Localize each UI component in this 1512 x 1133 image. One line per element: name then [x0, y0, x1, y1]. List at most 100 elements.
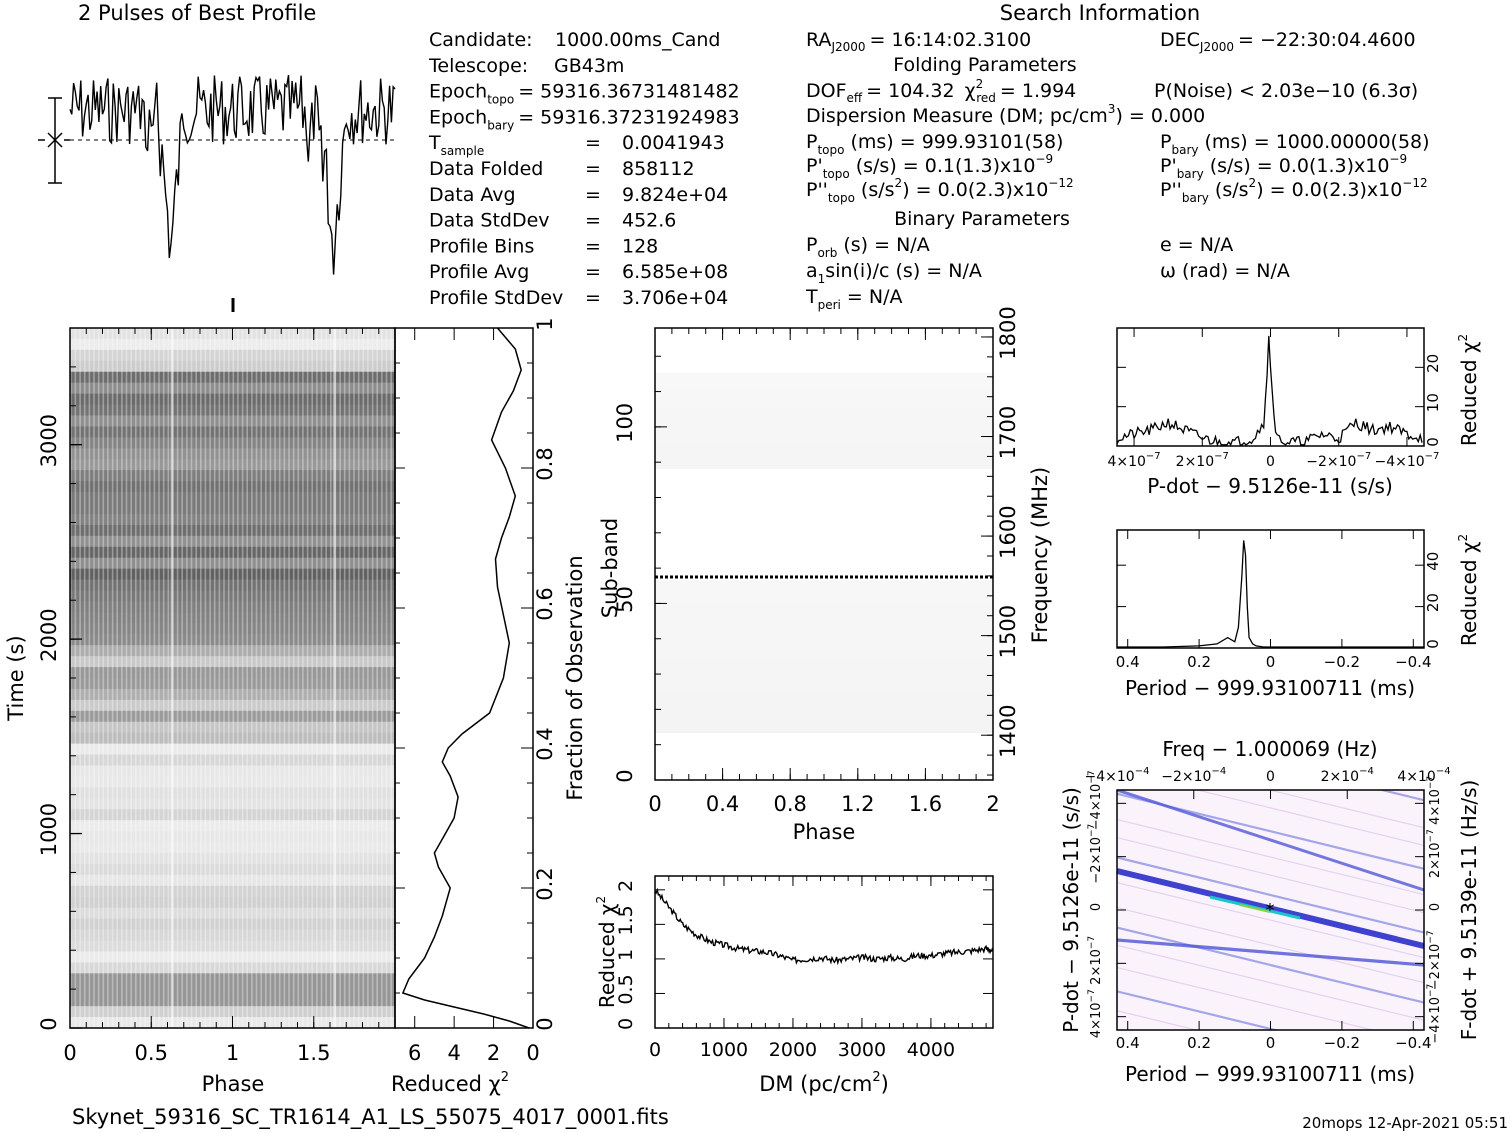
- pp-top-tick-label: 0: [1266, 769, 1275, 785]
- info-row: Data StdDev = 452.6: [429, 210, 676, 232]
- phase-stripe: [367, 328, 369, 1028]
- dm-tick-label: 1000: [700, 1039, 748, 1061]
- profile-line: [69, 74, 396, 275]
- period-pdot-plane: * 0.4 0.2 0 −0.2 −0.4 −4×10−4 −2×10−4 0 2×10−4 4×…: [1059, 737, 1481, 1086]
- time-phase-row: [70, 546, 395, 559]
- phase-tick-label: 0: [63, 1041, 76, 1065]
- pp-top-tick-label: 4×10−4: [1397, 766, 1450, 785]
- time-phase-row: [70, 896, 395, 909]
- footer-timestamp: 20mops 12-Apr-2021 05:51: [1302, 1114, 1508, 1132]
- svg-text:Porb(s) = N/A: Porb (s) = N/A: [806, 234, 930, 260]
- phase-stripe: [260, 328, 262, 1028]
- phase-stripe: [200, 328, 202, 1028]
- pp-band: [1117, 856, 1424, 934]
- phase-stripe: [255, 328, 258, 1028]
- dmchi-tick-label: 0.5: [615, 974, 637, 1004]
- phase2-tick-label: 1.6: [909, 792, 942, 816]
- time-phase-row: [70, 787, 395, 799]
- pp-band: [1117, 882, 1424, 959]
- pdot-tick-label: 4×10−7: [1107, 451, 1160, 470]
- dm-chi-ylabel: Reduced χ2: [594, 896, 619, 1008]
- pdot-tick-label: 0: [1266, 454, 1275, 470]
- pp-pdot-axis-label: P-dot − 9.5126e-11 (s/s): [1059, 787, 1083, 1033]
- time-phase-row: [70, 765, 395, 778]
- phase-stripe: [292, 328, 295, 1028]
- freq-tick-label: 1600: [996, 505, 1020, 558]
- redchi-time-line: [401, 327, 530, 1029]
- time-phase-row: [70, 448, 395, 460]
- time-phase-row: [70, 656, 395, 668]
- time-phase-row: [70, 524, 395, 537]
- subband-axis-label: Sub-band: [598, 518, 622, 618]
- info-row: Data Avg = 9.824e+04: [429, 184, 728, 206]
- svg-text:Folding Parameters: Folding Parameters: [893, 54, 1076, 76]
- time-phase-row: [70, 382, 395, 395]
- time-phase-row: [70, 415, 395, 428]
- time-phase-row: [70, 984, 395, 996]
- subband-tick-label: 100: [613, 403, 637, 443]
- time-phase-row: [70, 426, 395, 438]
- pdot-chi-ylabel: Reduced χ2: [1456, 334, 1481, 446]
- phase-stripe: [176, 328, 179, 1028]
- period-tick-label: 0: [1266, 653, 1276, 671]
- phase-stripe: [251, 328, 253, 1028]
- pdotchi-tick-label: 20: [1424, 354, 1442, 373]
- time-phase-row: [70, 612, 395, 624]
- svg-text:P(Noise) < 2.03e−10 (6.3σ): P(Noise) < 2.03e−10 (6.3σ): [1154, 80, 1418, 102]
- svg-text:Dispersion Measure (DM; pc/cm3: Dispersion Measure (DM; pc/cm3) = 0.000: [806, 102, 1205, 127]
- phase-stripe: [93, 328, 95, 1028]
- time-phase-row: [70, 667, 395, 679]
- pp-right-tick-label: 0: [1428, 903, 1443, 911]
- time-phase-row: [70, 492, 395, 504]
- phase-stripe: [107, 328, 109, 1028]
- pp-bottom-tick-label: −0.4: [1395, 1034, 1431, 1052]
- time-tick-label: 1000: [37, 803, 61, 856]
- phase-stripe: [385, 328, 388, 1028]
- pp-left-tick-label: 2×10−7: [1087, 936, 1104, 985]
- svg-text:Ptopo(ms) = 999.93101(58): Ptopo (ms) = 999.93101(58): [806, 131, 1063, 157]
- dm-tick-label: 2000: [769, 1039, 817, 1061]
- freq-tick-label: 1700: [996, 406, 1020, 459]
- phase-stripe: [311, 328, 313, 1028]
- pdot-chi-plot: 4×10−7 2×10−7 0 −2×10−7 −4×10−7 0 10 20 P-dot −…: [1107, 327, 1481, 498]
- subband-phase-plot: 0 50 100 1400 1500 1600 1700 1800 0 0.4 0.8 1.2 1.6 2…: [598, 306, 1052, 844]
- time-phase-row: [70, 513, 395, 526]
- time-phase-row: [70, 470, 395, 482]
- phase2-axis-label: Phase: [793, 820, 856, 844]
- time-phase-row: [70, 874, 395, 887]
- svg-text:P'bary(s/s) = 0.0(1.3)x10−9: P'bary (s/s) = 0.0(1.3)x10−9: [1160, 152, 1407, 181]
- time-phase-row: [70, 940, 395, 953]
- pp-band: [1117, 966, 1376, 1030]
- profile-errorbar: [38, 97, 70, 184]
- phase-stripe: [232, 328, 235, 1028]
- search-title: Search Information: [1000, 1, 1200, 25]
- phase-stripe: [97, 328, 100, 1028]
- time-phase-row: [70, 371, 395, 384]
- fraction-tick-label: 0.4: [533, 727, 557, 760]
- time-phase-row: [70, 557, 395, 570]
- phase-stripe: [265, 328, 267, 1028]
- dmchi-tick-label: 0: [615, 1018, 637, 1030]
- phase-axis-label: Phase: [202, 1072, 265, 1096]
- phase-stripe: [283, 328, 286, 1028]
- phase-stripe: [274, 328, 276, 1028]
- pp-fdot-axis-label: F-dot + 9.5139e-11 (Hz/s): [1457, 780, 1481, 1041]
- svg-text:Tperi= N/A: Tperi = N/A: [805, 286, 902, 312]
- info-row: Data Folded = 858112: [429, 158, 695, 180]
- phase-stripe: [186, 328, 188, 1028]
- phase-stripe: [316, 328, 318, 1028]
- time-phase-row: [70, 962, 395, 974]
- pp-left-tick-label: 4×10−7: [1087, 989, 1104, 1038]
- redchi-axis-label: Reduced χ2: [391, 1070, 509, 1096]
- info-row: Epochbary = 59316.37231924983: [429, 106, 740, 132]
- pp-top-tick-label: −2×10−4: [1161, 766, 1226, 785]
- periodchi-tick-label: 20: [1424, 593, 1442, 612]
- time-phase-row: [70, 907, 395, 920]
- time-phase-row: [70, 437, 395, 449]
- dm-chi-line: [654, 887, 994, 966]
- pdot-tick-label: −2×10−7: [1306, 451, 1371, 470]
- phase-stripe: [227, 328, 230, 1028]
- period-axis-label: Period − 999.93100711 (ms): [1125, 676, 1415, 700]
- phase2-tick-label: 0: [648, 792, 661, 816]
- phase-stripe: [153, 328, 156, 1028]
